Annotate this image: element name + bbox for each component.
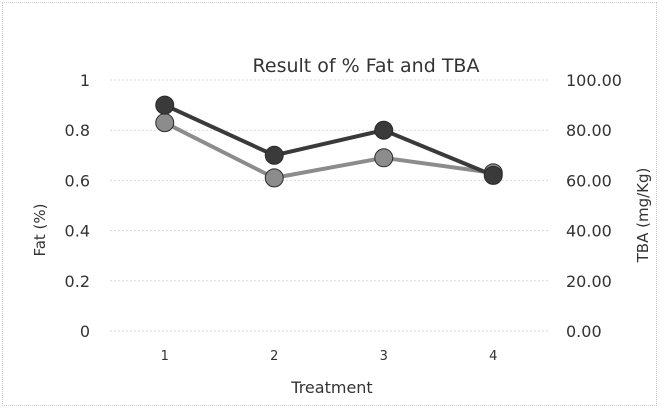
y2-tick-label: 40.00 (566, 222, 612, 241)
y-tick-label: 0.8 (65, 121, 90, 140)
data-point (265, 169, 283, 187)
data-point (265, 146, 283, 164)
y-tick-label: 0 (80, 322, 90, 341)
gridlines (110, 80, 548, 331)
y-tick-label: 1 (80, 71, 90, 90)
data-point (375, 149, 393, 167)
y-tick-label: 0.2 (65, 272, 90, 291)
y-axis-ticks: 0 0.2 0.4 0.6 0.8 1 (65, 71, 90, 341)
y2-tick-label: 0.00 (566, 322, 602, 341)
y2-tick-label: 60.00 (566, 171, 612, 190)
x-tick-label: 3 (380, 349, 388, 364)
y-axis-label: Fat (%) (31, 203, 49, 256)
x-tick-label: 4 (489, 349, 497, 364)
chart-title: Result of % Fat and TBA (253, 55, 480, 77)
y2-tick-label: 100.00 (566, 71, 622, 90)
data-point (375, 121, 393, 139)
x-tick-label: 2 (270, 349, 278, 364)
y-tick-label: 0.6 (65, 171, 90, 190)
x-axis-label: Treatment (290, 378, 372, 397)
y2-axis-label: TBA (mg/Kg) (634, 168, 652, 264)
y2-tick-label: 80.00 (566, 121, 612, 140)
data-point (156, 96, 174, 114)
series-line (165, 123, 494, 178)
data-point (156, 114, 174, 132)
y2-tick-label: 20.00 (566, 272, 612, 291)
y2-axis-ticks: 0.00 20.00 40.00 60.00 80.00 100.00 (566, 71, 622, 341)
series-layer (156, 96, 503, 187)
y-tick-label: 0.4 (65, 222, 90, 241)
x-axis-ticks: 1 2 3 4 (161, 349, 498, 364)
data-point (484, 166, 502, 184)
series-left (156, 96, 503, 184)
x-tick-label: 1 (161, 349, 169, 364)
